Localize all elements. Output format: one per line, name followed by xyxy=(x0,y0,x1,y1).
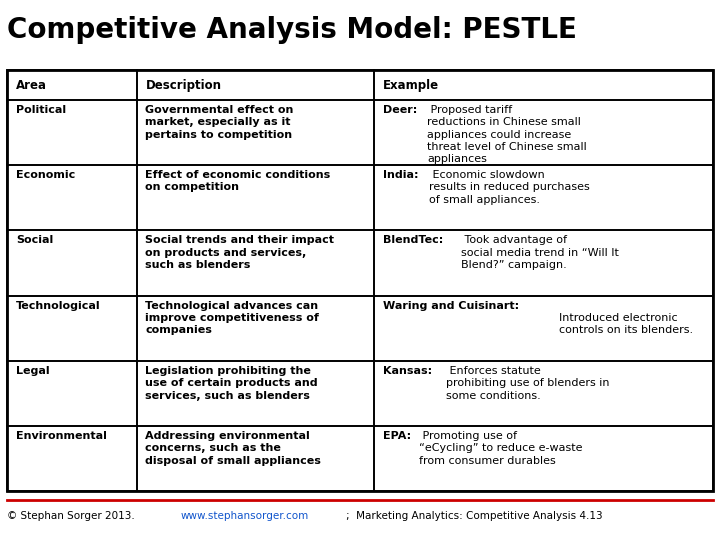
Text: ;  Marketing Analytics: Competitive Analysis 4.13: ; Marketing Analytics: Competitive Analy… xyxy=(346,511,603,521)
Text: www.stephansorger.com: www.stephansorger.com xyxy=(181,511,309,521)
Text: Promoting use of
“eCycling” to reduce e-waste
from consumer durables: Promoting use of “eCycling” to reduce e-… xyxy=(419,431,582,466)
Text: Competitive Analysis Model: PESTLE: Competitive Analysis Model: PESTLE xyxy=(7,16,577,44)
Bar xyxy=(7,296,137,361)
Bar xyxy=(374,361,713,426)
Text: Enforces statute
prohibiting use of blenders in
some conditions.: Enforces statute prohibiting use of blen… xyxy=(446,366,610,401)
Bar xyxy=(137,231,374,296)
Bar xyxy=(7,70,137,100)
Text: Legal: Legal xyxy=(16,366,50,376)
Text: Deer:: Deer: xyxy=(383,105,418,115)
Text: Economic: Economic xyxy=(16,170,75,180)
Bar xyxy=(374,426,713,491)
Text: Technological: Technological xyxy=(16,300,101,310)
Bar xyxy=(7,100,137,165)
Bar xyxy=(7,361,137,426)
Bar xyxy=(7,231,137,296)
Text: Economic slowdown
results in reduced purchases
of small appliances.: Economic slowdown results in reduced pur… xyxy=(429,170,590,205)
Bar xyxy=(137,165,374,231)
Text: Proposed tariff
reductions in Chinese small
appliances could increase
threat lev: Proposed tariff reductions in Chinese sm… xyxy=(427,105,587,164)
Bar xyxy=(137,100,374,165)
Text: © Stephan Sorger 2013.: © Stephan Sorger 2013. xyxy=(7,511,141,521)
Text: Addressing environmental
concerns, such as the
disposal of small appliances: Addressing environmental concerns, such … xyxy=(145,431,321,466)
Bar xyxy=(137,361,374,426)
Bar xyxy=(374,296,713,361)
Text: Environmental: Environmental xyxy=(16,431,107,441)
Text: Technological advances can
improve competitiveness of
companies: Technological advances can improve compe… xyxy=(145,300,319,335)
Text: Area: Area xyxy=(16,78,47,92)
Text: Governmental effect on
market, especially as it
pertains to competition: Governmental effect on market, especiall… xyxy=(145,105,294,139)
Text: BlendTec:: BlendTec: xyxy=(383,235,444,245)
Bar xyxy=(137,296,374,361)
Text: Social: Social xyxy=(16,235,53,245)
Text: EPA:: EPA: xyxy=(383,431,411,441)
Text: India:: India: xyxy=(383,170,418,180)
Text: Political: Political xyxy=(16,105,66,115)
Text: Kansas:: Kansas: xyxy=(383,366,432,376)
Text: Social trends and their impact
on products and services,
such as blenders: Social trends and their impact on produc… xyxy=(145,235,334,270)
Text: Legislation prohibiting the
use of certain products and
services, such as blende: Legislation prohibiting the use of certa… xyxy=(145,366,318,401)
Text: Effect of economic conditions
on competition: Effect of economic conditions on competi… xyxy=(145,170,330,192)
Bar xyxy=(7,165,137,231)
Bar xyxy=(374,231,713,296)
Bar xyxy=(7,70,713,491)
Text: Introduced electronic
controls on its blenders.: Introduced electronic controls on its bl… xyxy=(559,300,693,335)
Bar xyxy=(137,70,374,100)
Bar xyxy=(7,426,137,491)
Text: Waring and Cuisinart:: Waring and Cuisinart: xyxy=(383,300,519,310)
Text: Description: Description xyxy=(145,78,222,92)
Text: Example: Example xyxy=(383,78,439,92)
Bar xyxy=(374,165,713,231)
Bar xyxy=(374,100,713,165)
Text: Took advantage of
social media trend in “Will It
Blend?” campaign.: Took advantage of social media trend in … xyxy=(461,235,618,270)
Bar xyxy=(374,70,713,100)
Bar xyxy=(137,426,374,491)
